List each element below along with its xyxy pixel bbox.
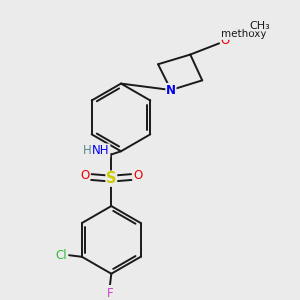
Text: CH₃: CH₃	[249, 21, 270, 31]
Text: O: O	[220, 34, 230, 46]
Text: N: N	[166, 83, 176, 97]
Text: NH: NH	[92, 144, 110, 157]
Text: Cl: Cl	[55, 249, 67, 262]
Text: O: O	[133, 169, 142, 182]
Text: S: S	[106, 171, 117, 186]
Text: methoxy: methoxy	[221, 29, 266, 39]
Text: F: F	[106, 287, 113, 300]
Text: H: H	[82, 144, 91, 157]
Text: O: O	[80, 169, 89, 182]
